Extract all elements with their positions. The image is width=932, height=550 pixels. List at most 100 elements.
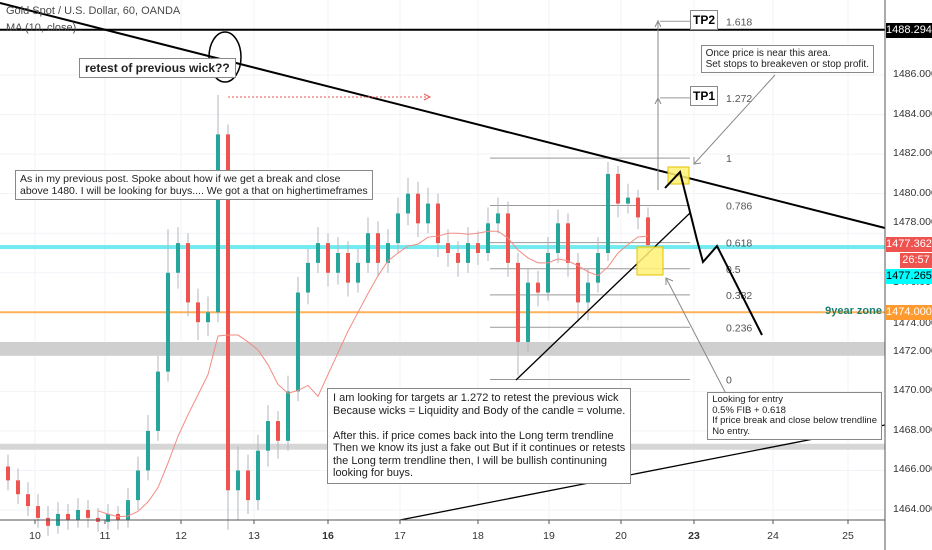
targets-note[interactable]: I am looking for targets ar 1.272 to ret… [327, 388, 632, 484]
candle-body [216, 134, 220, 313]
price-tag: 1488.294 [886, 23, 932, 38]
candle-body [396, 213, 400, 244]
x-tick-label: 19 [543, 530, 555, 542]
candle-body [246, 470, 250, 501]
once-price-note[interactable]: Once price is near this area. Set stops … [700, 45, 874, 73]
projection-path[interactable] [664, 169, 763, 336]
previous-post-note[interactable]: As in my previous post. Spoke about how … [15, 170, 373, 200]
candle-body [86, 510, 90, 518]
fib-label: 0.618 [726, 238, 752, 250]
candle-body [616, 173, 620, 204]
candle-body [166, 272, 170, 372]
candle-body [226, 134, 230, 491]
candle-body [456, 252, 460, 263]
candle-body [206, 312, 210, 323]
entry-highlight[interactable] [636, 246, 664, 276]
candle-body [136, 470, 140, 501]
candle-body [176, 243, 180, 273]
y-tick-label: 1464.000 [893, 503, 932, 515]
wick-circle[interactable] [208, 31, 242, 83]
candle-body [526, 282, 530, 342]
candle-body [286, 391, 290, 441]
candle-body [346, 252, 350, 283]
candle-body [476, 243, 480, 253]
fib-label: 0.382 [726, 290, 752, 302]
candle-body [416, 193, 420, 224]
gray-zone [0, 341, 885, 356]
candle-body [6, 466, 10, 481]
y-tick-label: 1470.000 [893, 384, 932, 397]
x-tick-label: 10 [29, 530, 41, 542]
price-tag: 1477.265 [886, 269, 932, 284]
ma-line [97, 230, 649, 518]
candle-body [256, 450, 260, 501]
fib-label: 1.272 [726, 93, 752, 105]
symbol-title[interactable]: Gold Spot / U.S. Dollar, 60, OANDA [6, 5, 181, 17]
x-tick-label: 20 [615, 530, 627, 542]
x-tick-label: 25 [842, 530, 854, 542]
y-tick-label: 1480.000 [893, 186, 932, 199]
candle-body [296, 292, 300, 392]
x-tick-label: 18 [472, 530, 484, 542]
y-tick-label: 1472.000 [893, 344, 932, 357]
y-tick-label: 1484.000 [893, 107, 932, 120]
callout-arrow-once[interactable] [693, 74, 776, 165]
candle-body [306, 262, 310, 293]
drawings[interactable] [0, 2, 886, 521]
candle-body [146, 430, 150, 471]
zone-label: 9year zone [825, 305, 882, 317]
long-term-trendline[interactable] [399, 424, 886, 521]
indicator-legend[interactable]: MA (10, close) [6, 22, 77, 34]
candle-body [386, 243, 390, 263]
candle-body [426, 203, 430, 224]
arrowhead [423, 93, 432, 101]
retest-note[interactable]: retest of previous wick?? [79, 58, 236, 78]
arrow-up-tp2 [654, 19, 662, 28]
tp2-label[interactable]: TP2 [690, 10, 719, 30]
candle-body [606, 173, 610, 253]
price-tag: 1477.362 [886, 237, 932, 252]
candle-body [546, 252, 550, 293]
candle-body [46, 517, 50, 526]
x-tick-label: 11 [99, 530, 111, 542]
fib-label: 0 [726, 375, 732, 387]
candle-body [636, 197, 640, 218]
candle-body [106, 513, 110, 522]
x-tick-label: 23 [688, 530, 700, 542]
candle-body [646, 217, 650, 246]
candle-body [446, 243, 450, 253]
fib-label: 1 [726, 153, 732, 165]
candle-body [186, 243, 190, 303]
candle-body [16, 480, 20, 495]
arrowhead [665, 277, 674, 285]
candle-body [266, 421, 270, 451]
fib-label: 0.786 [726, 200, 752, 212]
candle-body [366, 233, 370, 263]
candle-body [596, 252, 600, 283]
price-tag: 1474.000 [886, 305, 932, 320]
candle-body [276, 421, 280, 441]
descending-trendline[interactable] [0, 2, 886, 229]
candle-body [466, 243, 470, 263]
y-tick-label: 1474.000 [893, 317, 932, 330]
entry-note[interactable]: Looking for entry 0.5% FIB + 0.618 If pr… [707, 392, 882, 440]
y-tick-label: 1478.000 [893, 216, 932, 229]
cyan-line [0, 245, 885, 250]
y-tick-label: 1486.000 [893, 68, 932, 81]
candle-body [316, 243, 320, 263]
tp1-label[interactable]: TP1 [690, 86, 719, 106]
candle-body [156, 371, 160, 431]
candle-body [126, 500, 130, 520]
candle-body [76, 510, 80, 520]
y-tick-label: 1482.000 [893, 147, 932, 160]
y-tick-label: 1466.000 [893, 463, 932, 476]
candle-body [326, 243, 330, 273]
x-tick-label: 13 [248, 530, 260, 542]
candle-body [566, 223, 570, 263]
candle-body [236, 470, 240, 491]
candle-body [66, 513, 70, 520]
y-tick-label: 1468.000 [893, 423, 932, 436]
short-trendline[interactable] [515, 212, 691, 381]
candle-body [356, 262, 360, 283]
candle-body [586, 282, 590, 303]
